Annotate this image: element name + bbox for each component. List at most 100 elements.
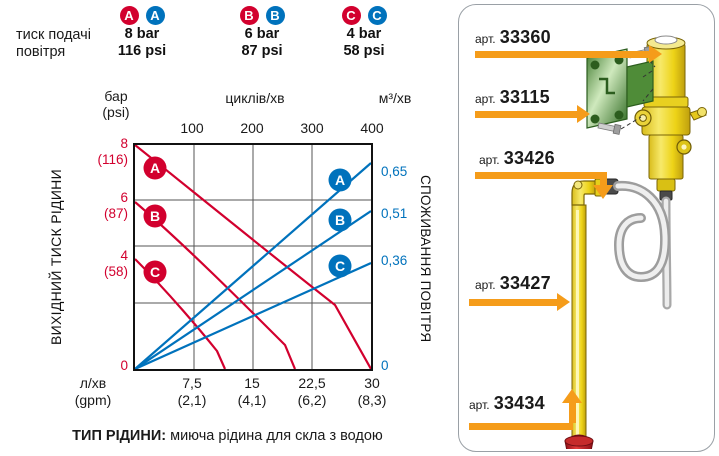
flexible-hose-icon [603, 178, 671, 283]
top-axis-unit-caption: циклів/хв [225, 90, 285, 106]
legend-bar-c: 4 bar [346, 26, 382, 42]
callout-33426-arrow-line [475, 172, 607, 179]
callout-33360: арт. 33360 [475, 27, 551, 48]
performance-chart-panel: тиск подачі повітря A A 8 bar 116 psi B … [0, 0, 455, 456]
callout-33115-label: арт. 33115 [475, 87, 550, 108]
callout-33427: арт. 33427 [475, 273, 551, 294]
red-curve-b [135, 201, 297, 369]
y-left-tick-58: (58) [103, 264, 128, 279]
callout-33360-number: 33360 [499, 27, 551, 47]
x-bottom-tick-75: 7,5 (2,1) [165, 375, 219, 409]
marker-red-b-label: B [150, 208, 160, 224]
parts-diagram-panel: арт. 33360 арт. 33115 арт. 33426 арт. 33… [458, 4, 715, 452]
blue-curve-c [135, 261, 371, 369]
callout-33427-arrow-head [557, 293, 570, 311]
legend-badges-a: A A [94, 6, 190, 25]
marker-red-a-label: A [150, 160, 160, 176]
y-left-tick-4: 4 [120, 248, 128, 263]
badge-blue-c: C [367, 6, 387, 25]
callout-33360-arrow-line [475, 51, 651, 58]
legend-title-line2: повітря [16, 44, 66, 60]
marker-blue-b [328, 208, 352, 232]
x-bottom-tick-75-gpm: (2,1) [177, 392, 207, 408]
badge-blue-a: A [145, 6, 165, 25]
fluid-type-note: ТИП РІДИНИ: миюча рідина для скла з водо… [0, 428, 455, 444]
marker-blue-c [328, 254, 352, 278]
fluid-type-value: миюча рідина для скла з водою [170, 428, 383, 444]
wall-bracket-icon [586, 48, 654, 129]
marker-red-b [143, 204, 167, 228]
callout-33426-prefix: арт. [479, 153, 500, 167]
left-axis-unit-bar: бар [104, 88, 128, 104]
y-left-tick-6: 6 [120, 190, 128, 205]
legend-title-line1: тиск подачі [16, 27, 91, 43]
chart-plot-area: A B C A B C [133, 143, 373, 371]
marker-red-c [143, 260, 167, 284]
callout-33434-label: арт. 33434 [469, 393, 545, 414]
x-bottom-tick-15: 15 (4,1) [225, 375, 279, 409]
equipment-illustration [564, 35, 707, 449]
x-top-tick-400: 400 [360, 120, 384, 136]
y-right-tick-051: 0,51 [381, 206, 408, 221]
callout-33360-arrow-head [649, 45, 662, 63]
marker-blue-a [328, 168, 352, 192]
legend-column-a: A A 8 bar 116 psi [94, 6, 190, 60]
callout-33426-label: арт. 33426 [479, 148, 555, 169]
y-left-tick-8: 8 [120, 136, 128, 151]
x-top-tick-300: 300 [300, 120, 324, 136]
bottom-axis-unit-caption: л/хв (gpm) [62, 375, 124, 409]
y-right-tick-0: 0 [381, 358, 389, 373]
legend-bar-a: 8 bar [124, 26, 160, 42]
air-supply-legend: тиск подачі повітря A A 8 bar 116 psi B … [0, 0, 455, 78]
callout-33426: арт. 33426 [479, 148, 555, 169]
left-axis-unit-psi: (psi) [102, 104, 130, 120]
callout-33434-arrow-stem [569, 403, 576, 423]
badge-red-b: B [239, 6, 259, 25]
y-left-tick-0: 0 [120, 358, 128, 373]
callout-33434: арт. 33434 [469, 393, 545, 414]
legend-psi-b: 87 psi [241, 43, 283, 59]
x-bottom-tick-15-lmin: 15 [244, 375, 260, 391]
callout-33426-arrow-head [593, 185, 613, 199]
callout-33115-prefix: арт. [475, 92, 496, 106]
badge-red-c: C [341, 6, 361, 25]
blue-air-curves [135, 162, 371, 369]
marker-blue-a-label: A [335, 172, 345, 188]
callout-33115-arrow-line [475, 111, 579, 118]
legend-column-b: B B 6 bar 87 psi [214, 6, 310, 60]
y-left-tick-116: (116) [97, 152, 128, 167]
x-bottom-tick-30-gpm: (8,3) [357, 392, 387, 408]
fluid-type-label: ТИП РІДИНИ: [72, 428, 167, 444]
bottom-axis-ticks: 7,5 (2,1) 15 (4,1) 22,5 (6,2) 30 (8,3) [0, 375, 455, 415]
left-axis-unit-caption: бар (psi) [86, 88, 146, 120]
callout-33115: арт. 33115 [475, 87, 550, 108]
bottom-axis-unit-lmin: л/хв [79, 375, 107, 391]
marker-red-c-label: C [150, 264, 160, 280]
legend-badges-b: B B [214, 6, 310, 25]
x-bottom-tick-225-gpm: (6,2) [297, 392, 327, 408]
callout-33434-number: 33434 [493, 393, 545, 413]
callout-33427-number: 33427 [499, 273, 551, 293]
x-bottom-tick-75-lmin: 7,5 [182, 375, 202, 391]
callout-33427-prefix: арт. [475, 278, 496, 292]
chart-svg: A B C A B C [135, 145, 371, 369]
legend-title: тиск подачі повітря [16, 27, 126, 61]
callout-33434-arrow-head [562, 389, 582, 403]
foot-valve-icon [564, 434, 594, 449]
callout-33360-prefix: арт. [475, 32, 496, 46]
marker-blue-b-label: B [335, 212, 345, 228]
legend-badges-c: C C [316, 6, 412, 25]
marker-red-a [143, 156, 167, 180]
badge-red-a: A [119, 6, 139, 25]
left-axis-ticks: 8 (116) 6 (87) 4 (58) 0 [62, 0, 128, 456]
x-bottom-tick-30: 30 (8,3) [345, 375, 399, 409]
callout-33115-arrow-head [577, 105, 590, 123]
legend-psi-c: 58 psi [343, 43, 385, 59]
fluid-pump-icon [648, 134, 692, 201]
right-axis-unit-caption: м³/хв [378, 90, 412, 106]
callout-33115-number: 33115 [499, 87, 550, 107]
bottom-axis-unit-gpm: (gpm) [74, 392, 112, 408]
y-right-tick-065: 0,65 [381, 164, 408, 179]
curve-markers: A B C A B C [143, 156, 352, 284]
blue-curve-b [135, 210, 371, 369]
